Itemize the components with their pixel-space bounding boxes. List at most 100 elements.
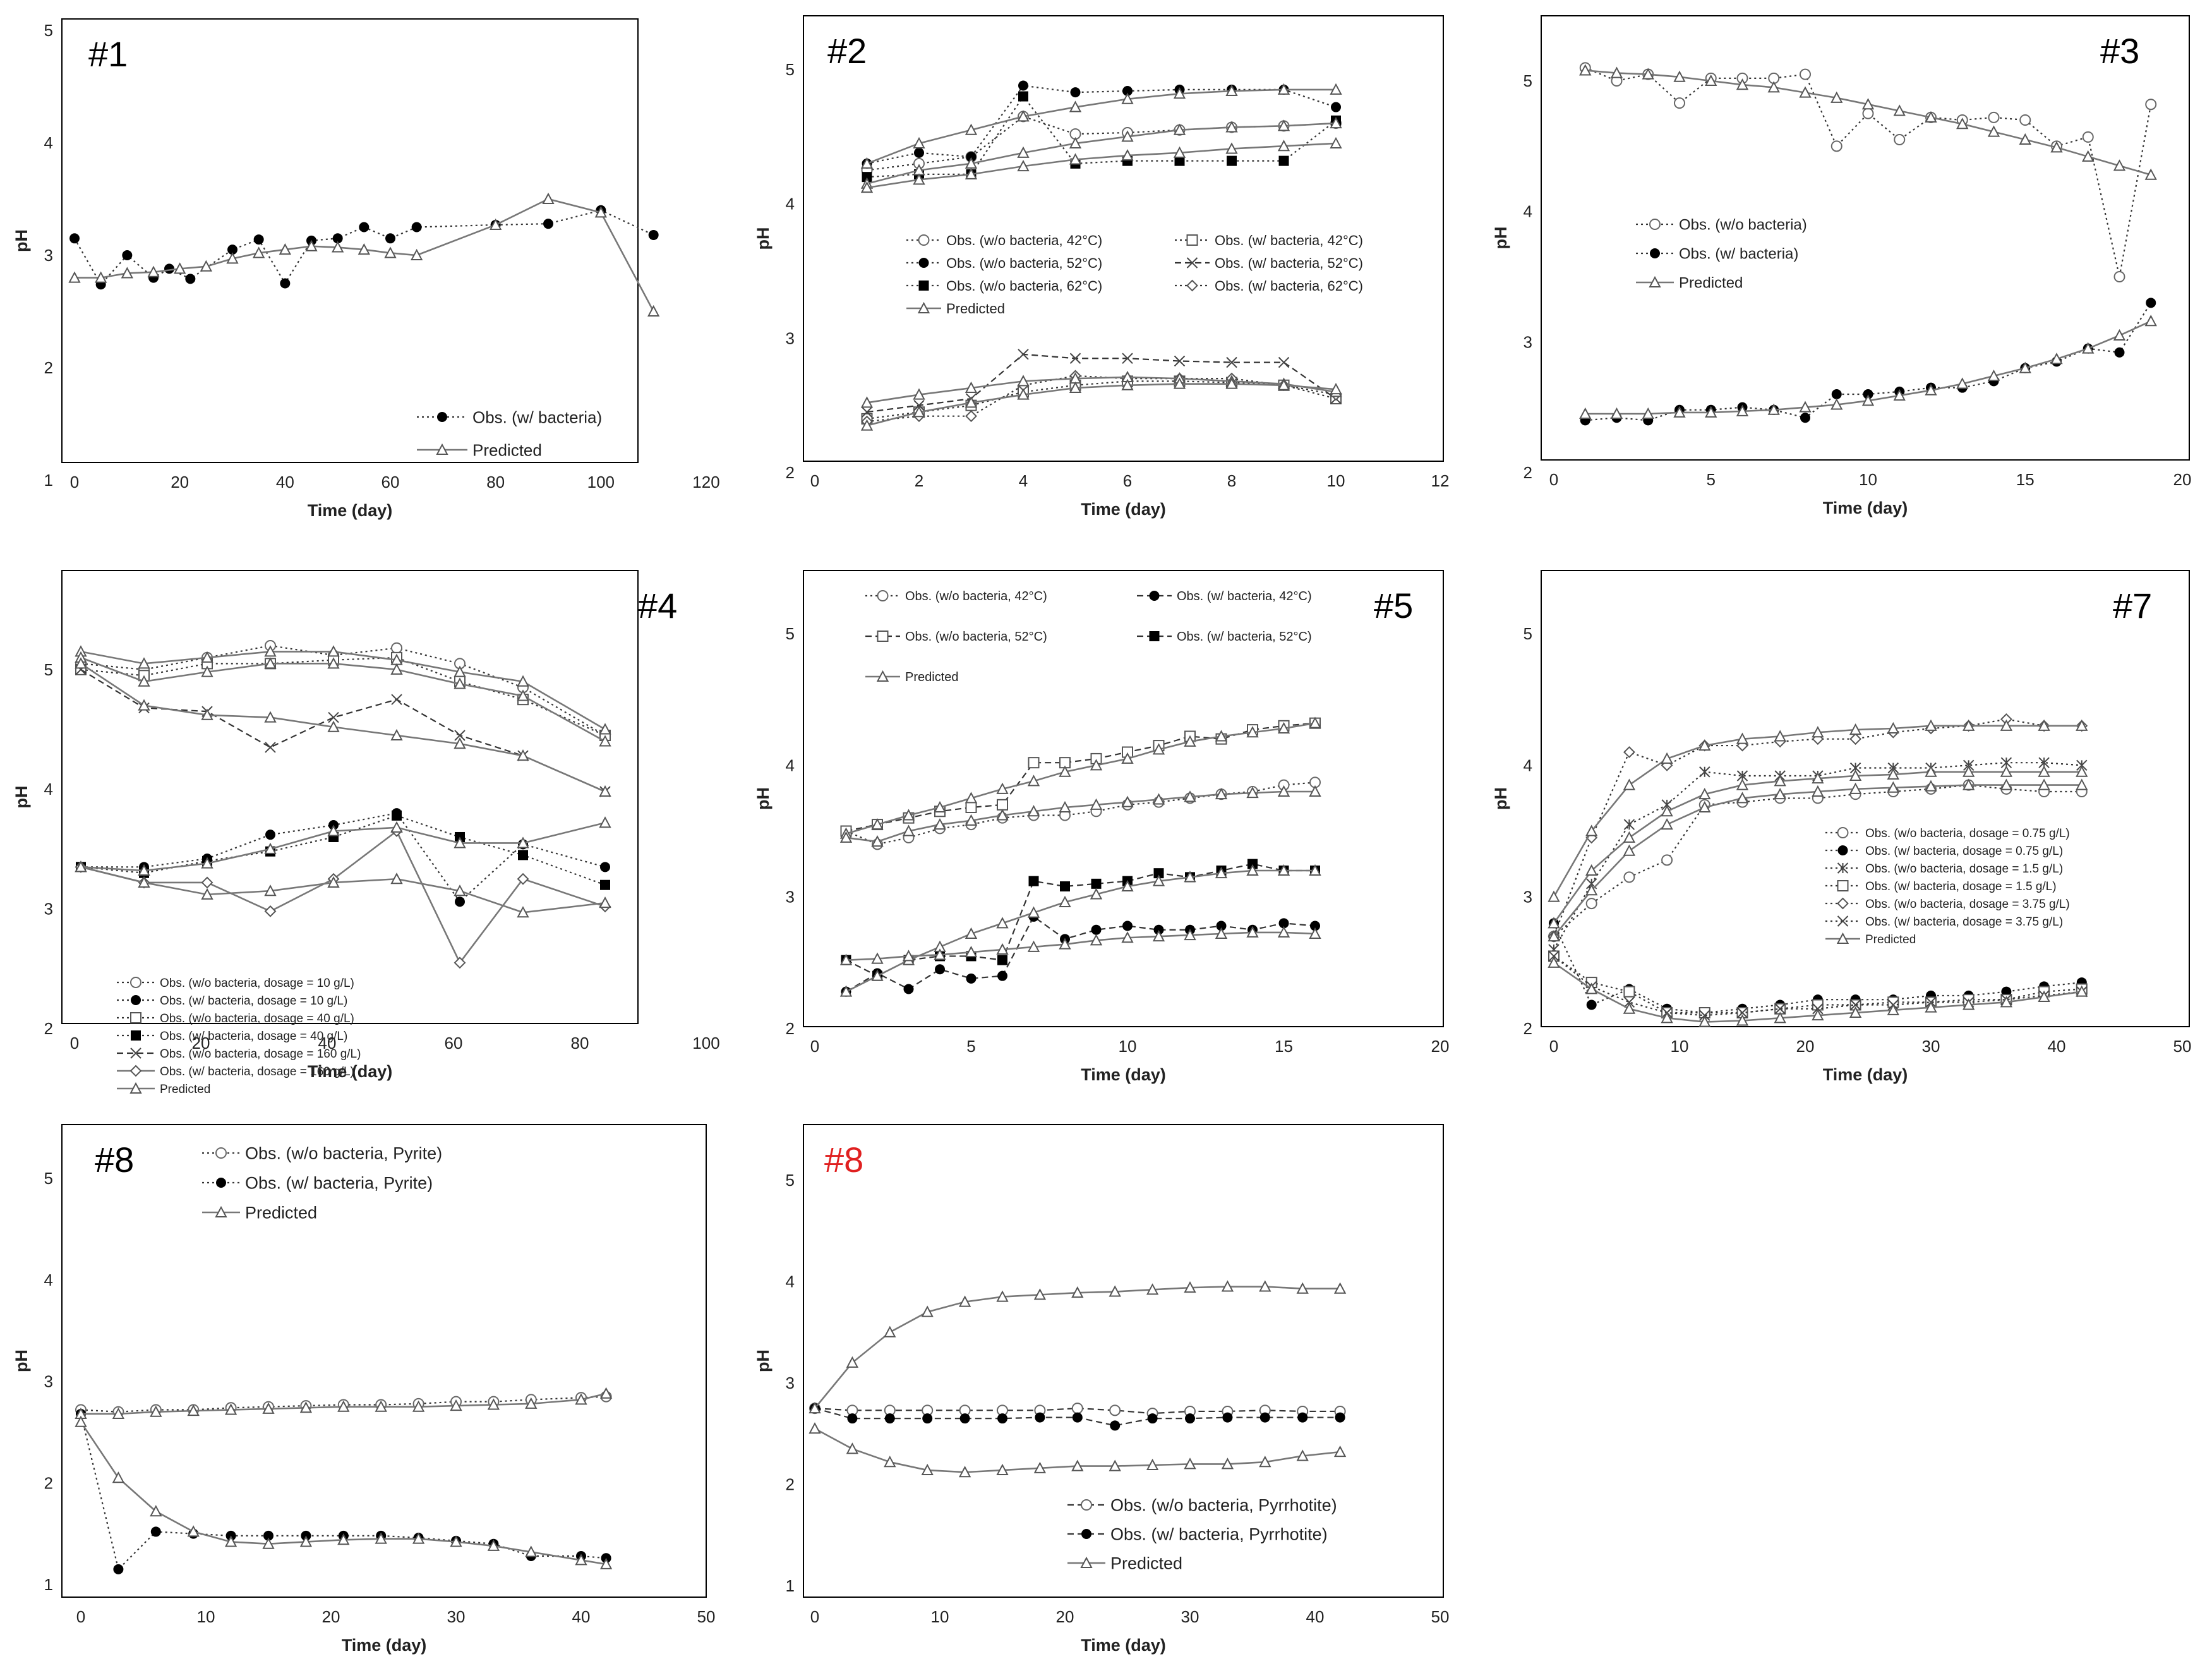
series-5 (75, 664, 611, 797)
data-point (1033, 1288, 1047, 1300)
data-point (1069, 136, 1082, 148)
data-point (847, 1413, 858, 1424)
series-2 (841, 911, 1320, 997)
data-point (1109, 1404, 1121, 1416)
data-point (1661, 818, 1673, 830)
legend-label: Obs. (w/ bacteria, dosage = 160 g/L) (160, 1065, 354, 1078)
data-point (599, 735, 611, 747)
legend-marker (1837, 845, 1848, 855)
data-point (1173, 146, 1186, 158)
x-tick-label: 120 (692, 473, 719, 492)
series-7 (860, 83, 1342, 169)
plot-frame (61, 570, 639, 1024)
data-point (1963, 765, 1975, 777)
y-tick-label: 5 (1524, 71, 1532, 90)
data-point (224, 1535, 237, 1547)
data-point (1278, 918, 1289, 929)
x-tick-label: 0 (76, 1607, 85, 1626)
data-point (390, 663, 403, 675)
data-point (1185, 1413, 1195, 1424)
data-point (263, 1530, 273, 1541)
x-tick-label: 10 (1327, 471, 1345, 490)
data-point (2113, 159, 2126, 171)
legend-item: Obs. (w/o bacteria, Pyrite) (202, 1144, 442, 1163)
legend-label: Obs. (w/o bacteria, 52°C) (946, 255, 1102, 271)
data-point (1215, 867, 1228, 879)
data-point (224, 1403, 237, 1415)
series-1 (1579, 62, 2157, 282)
data-point (1623, 986, 1635, 998)
legend-marker (1081, 1529, 1091, 1539)
data-point (1331, 102, 1341, 112)
data-point (935, 964, 945, 975)
data-point (2082, 342, 2095, 354)
data-point (996, 1463, 1009, 1476)
legend-label: Obs. (w/ bacteria, 42°C) (1177, 589, 1312, 603)
data-point (1585, 898, 1597, 910)
data-point (264, 645, 277, 657)
data-point (1849, 1006, 1862, 1018)
series-2 (1580, 298, 2156, 426)
legend-item: Obs. (w/o bacteria, dosage = 10 g/L) (117, 977, 354, 990)
data-point (2113, 271, 2125, 282)
data-point (1610, 66, 1623, 78)
data-point (1736, 78, 1749, 90)
legend-marker (1149, 591, 1160, 601)
y-axis-label: pH (12, 786, 31, 809)
data-point (965, 814, 978, 826)
series-line (1553, 784, 2082, 937)
series-9 (860, 136, 1342, 193)
data-point (450, 1399, 462, 1411)
y-tick-label: 4 (1524, 756, 1532, 775)
legend-marker (877, 631, 889, 642)
data-point (2050, 353, 2063, 365)
data-point (1091, 878, 1102, 889)
data-point (1987, 369, 2000, 382)
data-point (1122, 86, 1133, 97)
data-point (1956, 118, 1969, 130)
data-point (1259, 1280, 1271, 1292)
data-point (958, 1295, 971, 1307)
legend: Obs. (w/o bacteria, 42°C) Obs. (w/ bacter… (865, 589, 1312, 684)
legend-item: Predicted (202, 1204, 317, 1222)
data-point (1225, 142, 1238, 154)
data-point (965, 792, 978, 804)
data-point (112, 1471, 125, 1483)
data-point (1623, 831, 1636, 843)
data-point (959, 1413, 970, 1424)
data-point (997, 970, 1007, 981)
legend-marker (1149, 631, 1160, 641)
x-tick-label: 80 (486, 473, 505, 492)
data-point (454, 884, 466, 896)
data-point (1623, 844, 1636, 856)
data-point (113, 1564, 124, 1574)
data-point (871, 969, 884, 981)
data-point (305, 239, 318, 251)
legend-label: Obs. (w/ bacteria, 62°C) (1215, 278, 1363, 294)
data-point (299, 1535, 313, 1547)
legend-item: Obs. (w/o bacteria, Pyrrhotite) (1067, 1496, 1337, 1515)
data-point (1925, 1001, 1937, 1013)
data-point (1277, 864, 1290, 876)
legend-item: Obs. (w/o bacteria, 42°C) (865, 589, 1047, 603)
x-tick-label: 40 (276, 473, 294, 492)
data-point (332, 233, 343, 244)
panel-title: #1 (88, 34, 128, 74)
data-point (358, 243, 370, 255)
data-point (1246, 726, 1259, 738)
data-point (95, 271, 107, 283)
series-1 (861, 111, 1342, 176)
legend-label: Predicted (1110, 1554, 1182, 1573)
series-11 (860, 377, 1342, 431)
series-line (814, 1408, 1340, 1415)
series-line (80, 644, 606, 736)
series-line (846, 782, 1316, 845)
x-tick-label: 0 (70, 473, 79, 492)
legend: Obs. (w/o bacteria) Obs. (w/ bacteria) Pre… (1636, 217, 1807, 292)
x-tick-label: 50 (697, 1607, 716, 1626)
data-point (1184, 928, 1196, 941)
legend-label: Obs. (w/ bacteria, Pyrite) (245, 1174, 433, 1193)
data-point (1246, 926, 1259, 938)
legend-label: Obs. (w/o bacteria, dosage = 3.75 g/L) (1865, 898, 2070, 911)
